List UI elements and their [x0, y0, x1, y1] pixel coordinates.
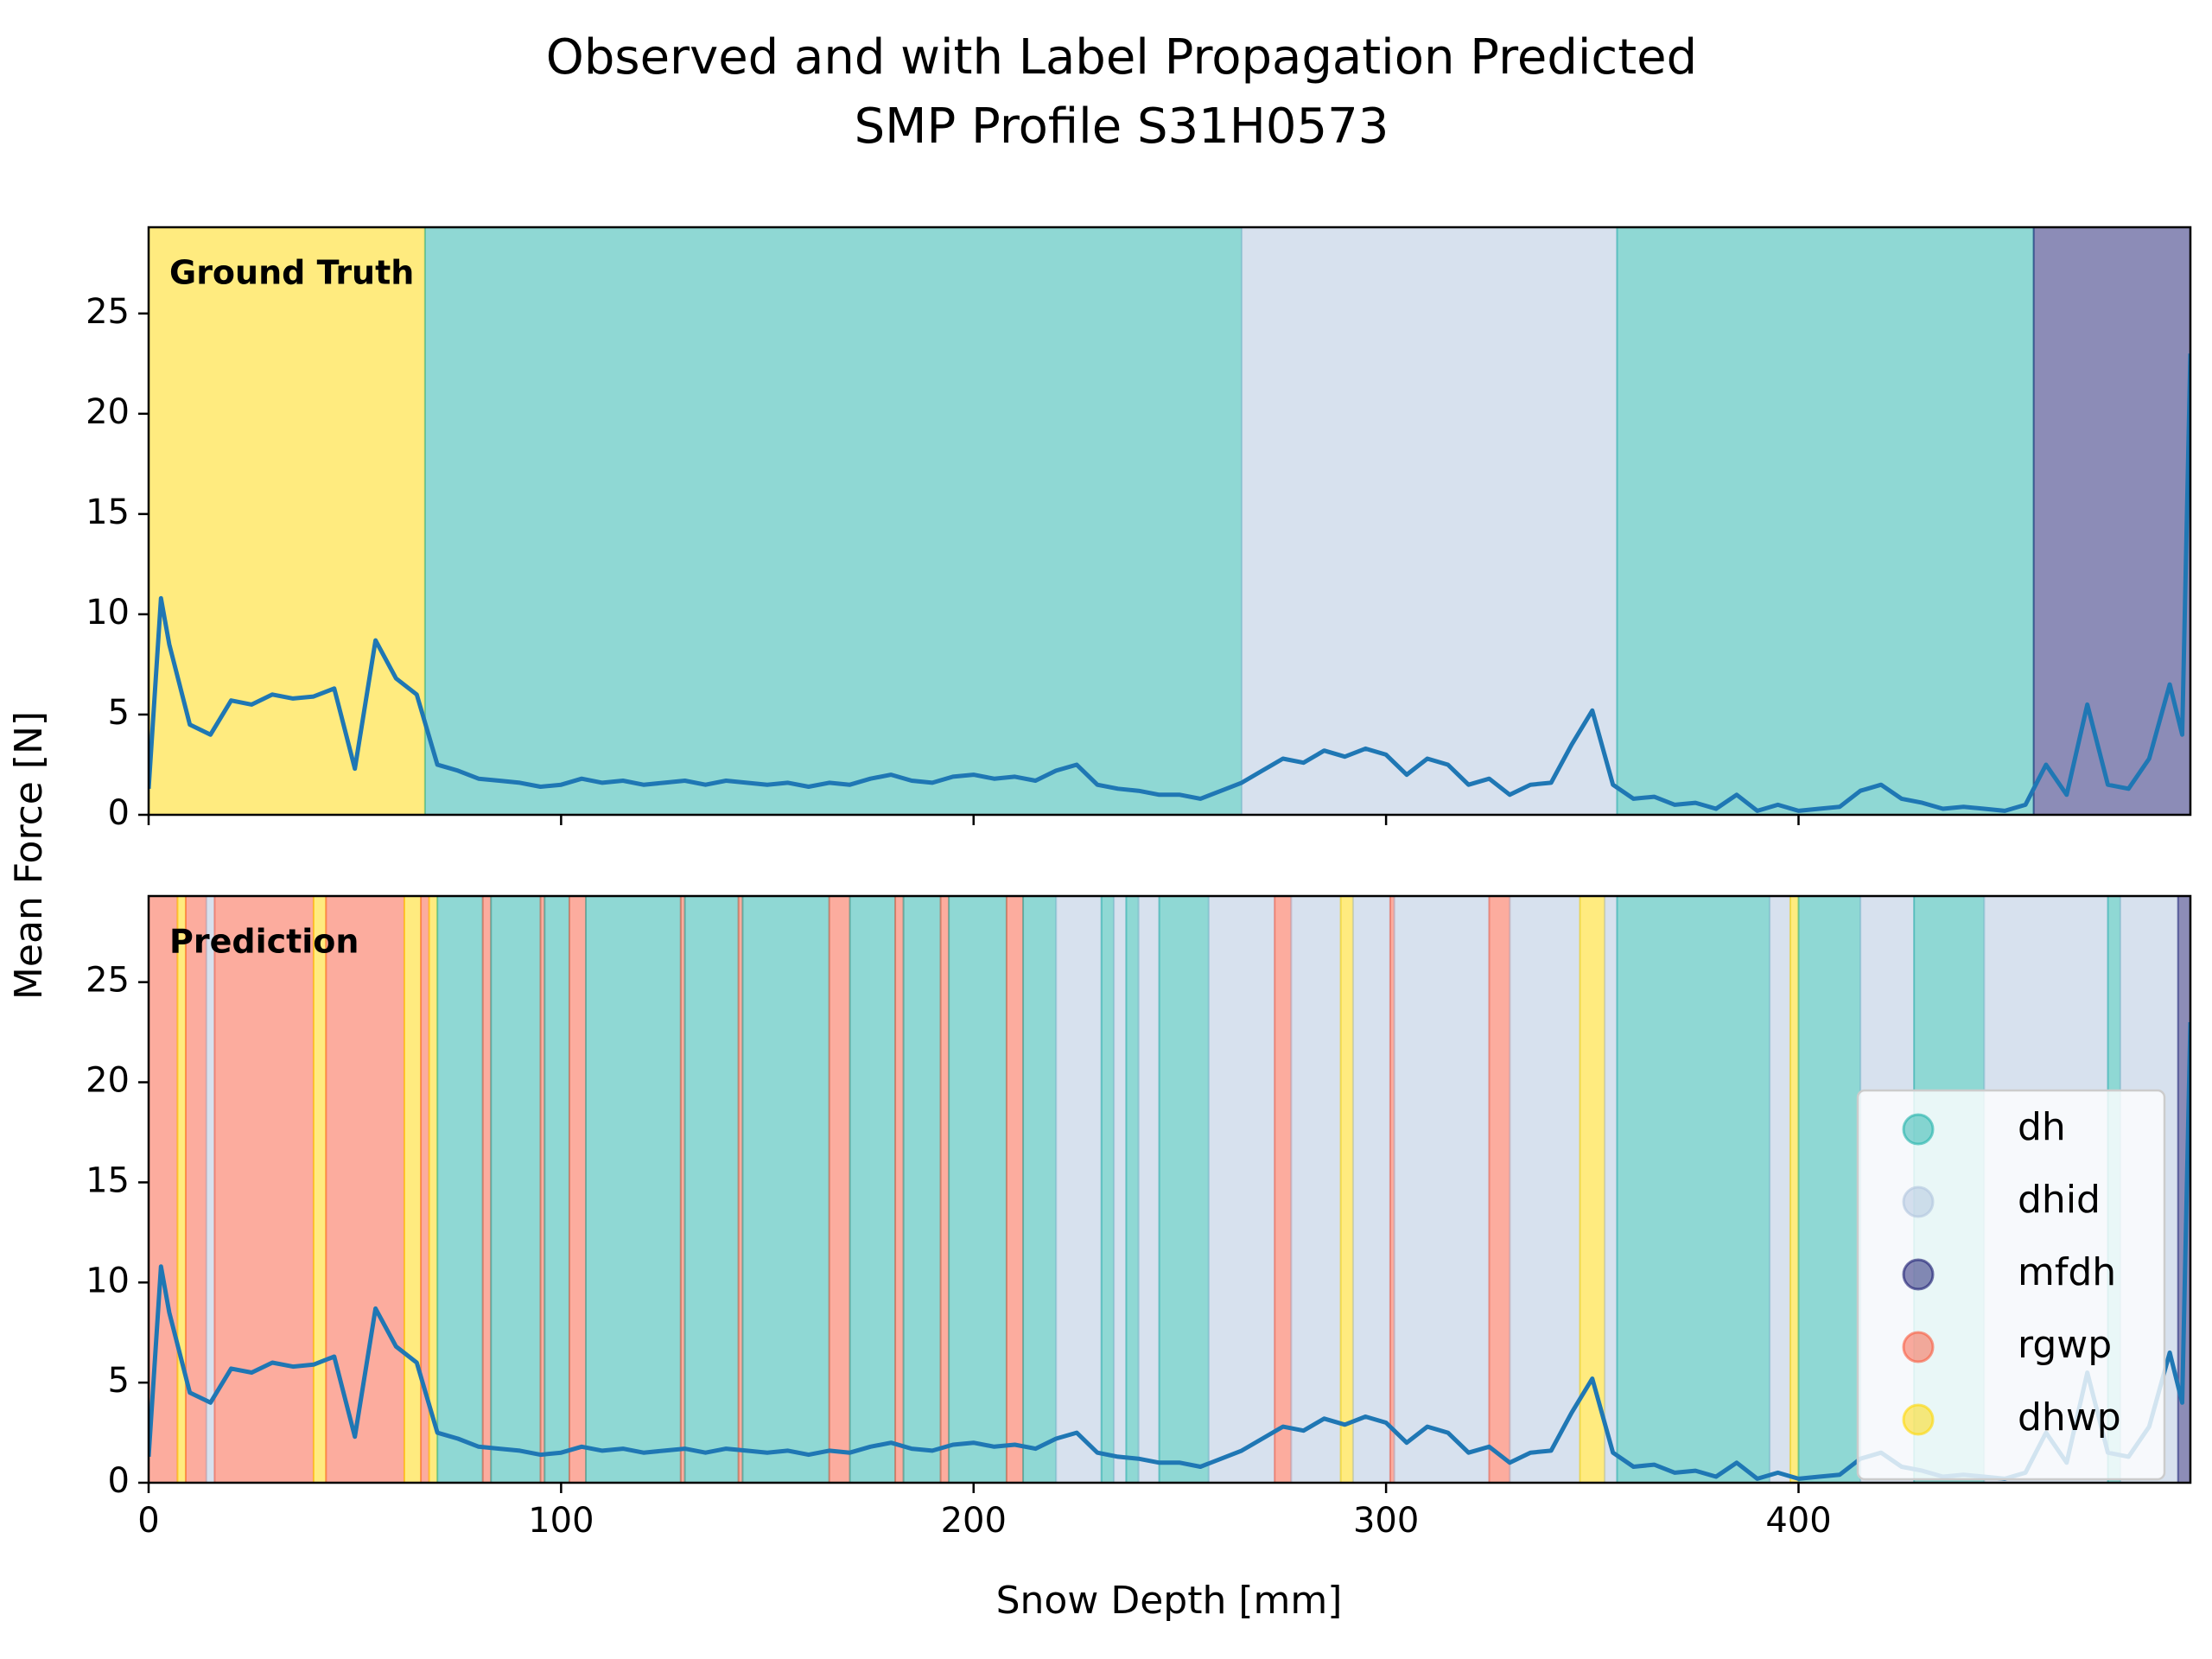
- legend-label: rgwp: [2018, 1323, 2112, 1367]
- y-tick-label: 5: [108, 1361, 130, 1401]
- class-span: [213, 896, 315, 1483]
- y-tick-label: 15: [86, 1160, 130, 1200]
- x-tick-label: 300: [1353, 1501, 1419, 1541]
- plot-area: [149, 227, 2190, 815]
- class-span: [1351, 896, 1391, 1483]
- class-span: [894, 896, 905, 1483]
- class-span: [2032, 227, 2190, 815]
- class-span: [543, 896, 570, 1483]
- axes-frame: [147, 226, 2192, 817]
- class-span: [1005, 896, 1025, 1483]
- class-span: [1339, 896, 1354, 1483]
- x-tick-label: 0: [137, 1501, 159, 1541]
- class-span: [1022, 896, 1058, 1483]
- legend-label: mfdh: [2018, 1250, 2116, 1294]
- plot-content: [149, 896, 2190, 1483]
- class-span: [312, 896, 327, 1483]
- class-span: [1158, 896, 1210, 1483]
- legend-label: dh: [2018, 1105, 2066, 1149]
- x-tick-label: 200: [941, 1501, 1007, 1541]
- class-span: [481, 896, 493, 1483]
- class-span: [1274, 896, 1293, 1483]
- y-tick-label: 25: [86, 961, 130, 1001]
- panel-annotation: Ground Truth: [169, 254, 414, 292]
- y-tick-label: 25: [86, 292, 130, 332]
- y-tick-label: 20: [86, 392, 130, 432]
- class-span: [849, 896, 897, 1483]
- class-span: [403, 896, 423, 1483]
- class-span: [1207, 896, 1276, 1483]
- y-axis-label: Mean Force [N]: [7, 711, 51, 1000]
- y-tick-label: 5: [108, 693, 130, 733]
- plot-content: [149, 227, 2190, 815]
- legend-marker: [1902, 1331, 1935, 1363]
- legend-label: dhwp: [2018, 1395, 2121, 1440]
- class-span: [1769, 896, 1791, 1483]
- class-span: [939, 896, 950, 1483]
- y-tick-label: 0: [108, 1461, 130, 1501]
- class-span: [1137, 896, 1160, 1483]
- class-span: [1616, 227, 2035, 815]
- x-tick-label: 400: [1765, 1501, 1831, 1541]
- plot-area: [149, 896, 2190, 1483]
- y-tick-label: 10: [86, 1261, 130, 1300]
- class-span: [1055, 896, 1103, 1483]
- class-span: [741, 896, 830, 1483]
- class-span: [683, 896, 740, 1483]
- axes-frame: [147, 894, 2192, 1484]
- legend-marker: [1902, 1258, 1935, 1291]
- class-span: [1488, 896, 1511, 1483]
- data-line: [149, 353, 2190, 813]
- y-tick-label: 10: [86, 593, 130, 632]
- class-span: [1797, 896, 1862, 1483]
- class-span: [490, 896, 542, 1483]
- class-span: [1393, 896, 1491, 1483]
- class-span: [902, 896, 942, 1483]
- y-tick-label: 0: [108, 793, 130, 833]
- class-span: [1241, 227, 1618, 815]
- class-span: [423, 227, 1243, 815]
- legend-marker: [1902, 1185, 1935, 1218]
- title-line: SMP Profile S31H0573: [855, 99, 1389, 155]
- class-span: [325, 896, 405, 1483]
- legend-marker: [1902, 1403, 1935, 1436]
- panel-annotation: Prediction: [169, 923, 359, 961]
- y-tick-label: 15: [86, 493, 130, 532]
- class-span: [1509, 896, 1581, 1483]
- x-axis-label: Snow Depth [mm]: [996, 1579, 1343, 1623]
- y-tick-label: 20: [86, 1061, 130, 1101]
- title-line: Observed and with Label Propagation Pred…: [546, 29, 1697, 86]
- legend-label: dhid: [2018, 1178, 2101, 1222]
- class-span: [1100, 896, 1116, 1483]
- class-span: [948, 896, 1007, 1483]
- class-span: [1290, 896, 1342, 1483]
- class-span: [1113, 896, 1128, 1483]
- class-span: [1125, 896, 1140, 1483]
- class-span: [585, 896, 682, 1483]
- legend-marker: [1902, 1113, 1935, 1146]
- class-span: [176, 896, 187, 1483]
- class-span: [149, 227, 426, 815]
- class-span: [828, 896, 851, 1483]
- class-span: [1616, 896, 1771, 1483]
- class-span: [436, 896, 484, 1483]
- x-tick-label: 100: [528, 1501, 594, 1541]
- class-span: [1789, 896, 1800, 1483]
- class-span: [428, 896, 439, 1483]
- class-span: [568, 896, 588, 1483]
- class-span: [1604, 896, 1618, 1483]
- legend-box: [1856, 1089, 2166, 1481]
